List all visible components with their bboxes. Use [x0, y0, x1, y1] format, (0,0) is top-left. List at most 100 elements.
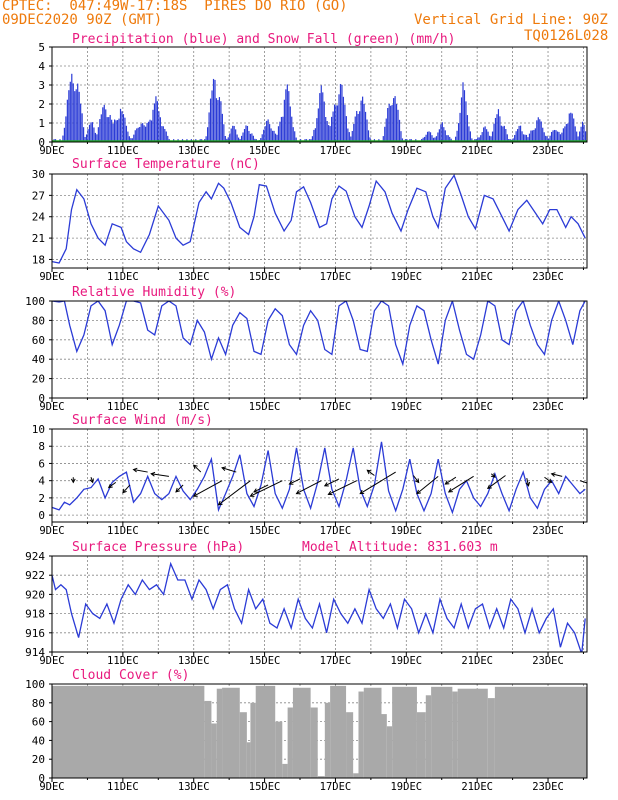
- wind-vector-head: [327, 490, 333, 496]
- wind-vector-head: [150, 471, 156, 477]
- x-tick-label: 23DEC: [532, 401, 564, 413]
- precip-bar: [209, 98, 212, 142]
- precip-bar: [100, 114, 102, 142]
- precip-bar: [314, 128, 316, 142]
- precip-bar: [323, 101, 325, 142]
- cloud-cover-bar: [324, 702, 331, 778]
- precip-bar: [357, 113, 359, 142]
- precip-bar: [274, 133, 277, 142]
- precip-bar: [116, 120, 119, 142]
- series-line: [52, 174, 586, 264]
- cloud-cover-bar: [346, 712, 354, 778]
- precip-bar: [152, 109, 154, 142]
- panel-title: Surface Wind (m/s): [72, 413, 213, 428]
- precip-bar: [558, 131, 560, 142]
- wind-vector-head: [221, 466, 227, 471]
- y-tick-label: 21: [32, 232, 45, 245]
- precip-bar: [242, 132, 244, 142]
- precip-bar: [85, 134, 88, 142]
- wind-vector-head: [288, 480, 294, 485]
- precip-bar: [455, 136, 457, 142]
- precip-bar: [552, 130, 554, 142]
- cloud-cover-bar: [386, 726, 393, 778]
- cloud-cover-bar: [416, 712, 426, 778]
- cloud-cover-bar: [255, 685, 276, 778]
- cloud-cover-bar: [358, 691, 364, 778]
- x-tick-label: 9DEC: [39, 781, 64, 793]
- wind-vector: [544, 476, 552, 483]
- wind-vector-head: [295, 490, 301, 495]
- wind-vector-head: [359, 489, 365, 495]
- x-tick-label: 19DEC: [390, 525, 422, 537]
- x-tick-label: 11DEC: [107, 271, 139, 283]
- cloud-cover-bar: [431, 686, 453, 778]
- panel-plot-area-2: [52, 301, 587, 398]
- precip-bar: [382, 136, 384, 142]
- y-tick-label: 924: [25, 550, 45, 563]
- wind-vector: [122, 484, 131, 494]
- y-tick-label: 80: [32, 314, 45, 327]
- wind-vector-head: [175, 487, 181, 493]
- wind-vector: [448, 475, 474, 493]
- precip-bar: [537, 117, 539, 142]
- precip-bar: [329, 126, 331, 142]
- precip-bar: [220, 101, 222, 142]
- panel-title: Precipitation (blue) and Snow Fall (gree…: [72, 32, 456, 47]
- precip-bar: [434, 137, 436, 142]
- wind-vector-head: [323, 482, 329, 487]
- x-tick-label: 15DEC: [249, 781, 281, 793]
- wind-vector: [193, 480, 223, 497]
- panel-title: Surface Pressure (hPa): [72, 540, 244, 555]
- precip-bar: [127, 131, 129, 142]
- x-tick-label: 9DEC: [39, 525, 64, 537]
- precip-bar: [158, 111, 160, 142]
- wind-vector-head: [486, 484, 492, 490]
- x-tick-label: 9DEC: [39, 655, 64, 667]
- x-tick-label: 23DEC: [532, 525, 564, 537]
- cloud-cover-bar: [392, 686, 417, 778]
- precip-bar: [165, 131, 167, 142]
- x-tick-label: 13DEC: [178, 781, 210, 793]
- precip-bar: [546, 136, 548, 142]
- precip-bar: [394, 96, 396, 142]
- wind-vector-head: [192, 492, 198, 497]
- precip-bar: [432, 137, 435, 142]
- wind-vector-head: [132, 467, 138, 473]
- y-tick-label: 40: [32, 734, 45, 747]
- wind-vector: [175, 484, 184, 493]
- x-tick-label: 15DEC: [249, 525, 281, 537]
- precip-bar: [217, 100, 219, 142]
- x-tick-label: 21DEC: [461, 271, 493, 283]
- precip-bar: [577, 136, 579, 142]
- precip-bar: [295, 137, 297, 142]
- panel-plot-area-5: [52, 684, 587, 778]
- x-tick-label: 23DEC: [532, 271, 564, 283]
- cloud-cover-bar: [239, 712, 247, 778]
- precip-bar: [567, 123, 569, 142]
- wind-vector-head: [550, 472, 556, 477]
- precip-bar: [260, 138, 262, 142]
- cloud-cover-bar: [216, 688, 223, 778]
- precip-bar: [385, 118, 387, 142]
- precip-bar: [335, 105, 337, 142]
- precip-bar: [232, 125, 234, 142]
- precip-bar: [571, 113, 573, 142]
- precip-bar: [71, 73, 73, 142]
- y-tick-label: 918: [25, 608, 45, 621]
- precip-bar: [387, 108, 389, 142]
- wind-vector-head: [444, 480, 450, 485]
- panel-title: Surface Temperature (nC): [72, 157, 260, 172]
- precip-bar: [543, 132, 545, 142]
- precip-bar: [263, 129, 265, 142]
- wind-vector-head: [249, 492, 255, 497]
- precip-bar: [273, 130, 275, 142]
- precip-bar: [319, 93, 321, 142]
- precip-bar: [369, 137, 371, 142]
- precip-bar: [459, 112, 461, 142]
- precip-bar: [576, 131, 578, 142]
- cloud-cover-bar: [310, 707, 318, 778]
- panel-title: Cloud Cover (%): [72, 668, 189, 683]
- precip-bar: [276, 134, 278, 142]
- cloud-cover-bar: [494, 686, 587, 778]
